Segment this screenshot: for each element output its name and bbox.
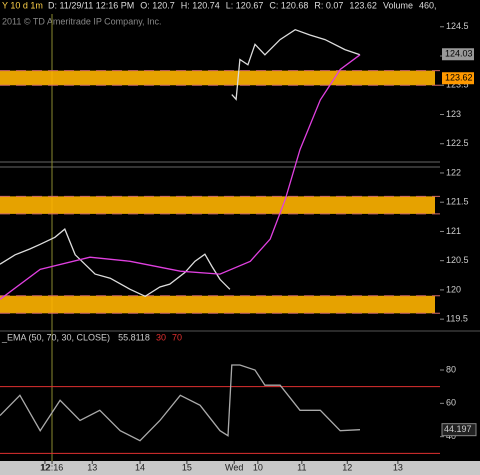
y-tick-label: 122.5 [446, 138, 469, 148]
header-field: O: 120.7 [140, 0, 175, 10]
indicator-level: 30 [156, 332, 166, 342]
y-tick-label: 119.5 [446, 314, 468, 324]
y-tick-label: 121 [446, 226, 461, 236]
series-line [0, 364, 361, 442]
x-tick-label: 15 [182, 462, 192, 472]
x-tick-label: 11 [297, 462, 306, 472]
price-tag-label: 123.62 [445, 73, 473, 83]
header-field: H: 120.74 [181, 0, 220, 10]
x-tick-label: 14 [135, 462, 145, 472]
time-axis [0, 461, 480, 475]
x-tick-label: Wed [225, 462, 243, 472]
x-tick-label: 10 [253, 462, 263, 472]
price-band [0, 295, 435, 314]
x-tick-label: 12:16 [41, 462, 64, 472]
indicator-value: 55.8118 [118, 332, 150, 342]
x-tick-label: 13 [87, 462, 97, 472]
y-tick-label: 123.5 [446, 80, 469, 90]
y-tick-label: 80 [446, 364, 456, 374]
value-tag-label: 44.197 [444, 424, 472, 434]
y-tick-label: 120 [446, 284, 461, 294]
y-tick-label: 121.5 [446, 197, 469, 207]
y-tick-label: 60 [446, 398, 456, 408]
y-tick-label: 122 [446, 167, 461, 177]
price-band [0, 196, 435, 214]
x-tick-label: 13 [393, 462, 403, 472]
header-field: L: 120.67 [226, 0, 264, 10]
value-tag [441, 423, 477, 437]
price-tag [442, 48, 474, 61]
indicator-title: _EMA (50, 70, 30, CLOSE) [1, 332, 110, 342]
header-field: 460, [419, 0, 437, 10]
y-tick-label: 120.5 [446, 255, 469, 265]
header-field: D: 11/29/11 12:16 PM [48, 0, 134, 10]
header-field: 123.62 [349, 0, 377, 10]
price-tag-label: 124.03 [445, 49, 473, 59]
x-tick-label: 12 [342, 462, 352, 472]
header-field: C: 120.68 [269, 0, 308, 10]
y-tick-label: 124.5 [446, 21, 469, 31]
copyright: 2011 © TD Ameritrade IP Company, Inc. [2, 16, 162, 26]
price-band [0, 70, 435, 86]
series-line [0, 28, 361, 298]
indicator-level: 70 [172, 332, 182, 342]
price-tag [442, 72, 474, 85]
header-field: R: 0.07 [314, 0, 343, 10]
series-line [0, 54, 361, 300]
y-tick-label: 123 [446, 109, 461, 119]
x-tick-label: 12 [40, 462, 50, 472]
symbol: Y 10 d 1m [2, 0, 43, 10]
header-field: Volume [383, 0, 413, 10]
